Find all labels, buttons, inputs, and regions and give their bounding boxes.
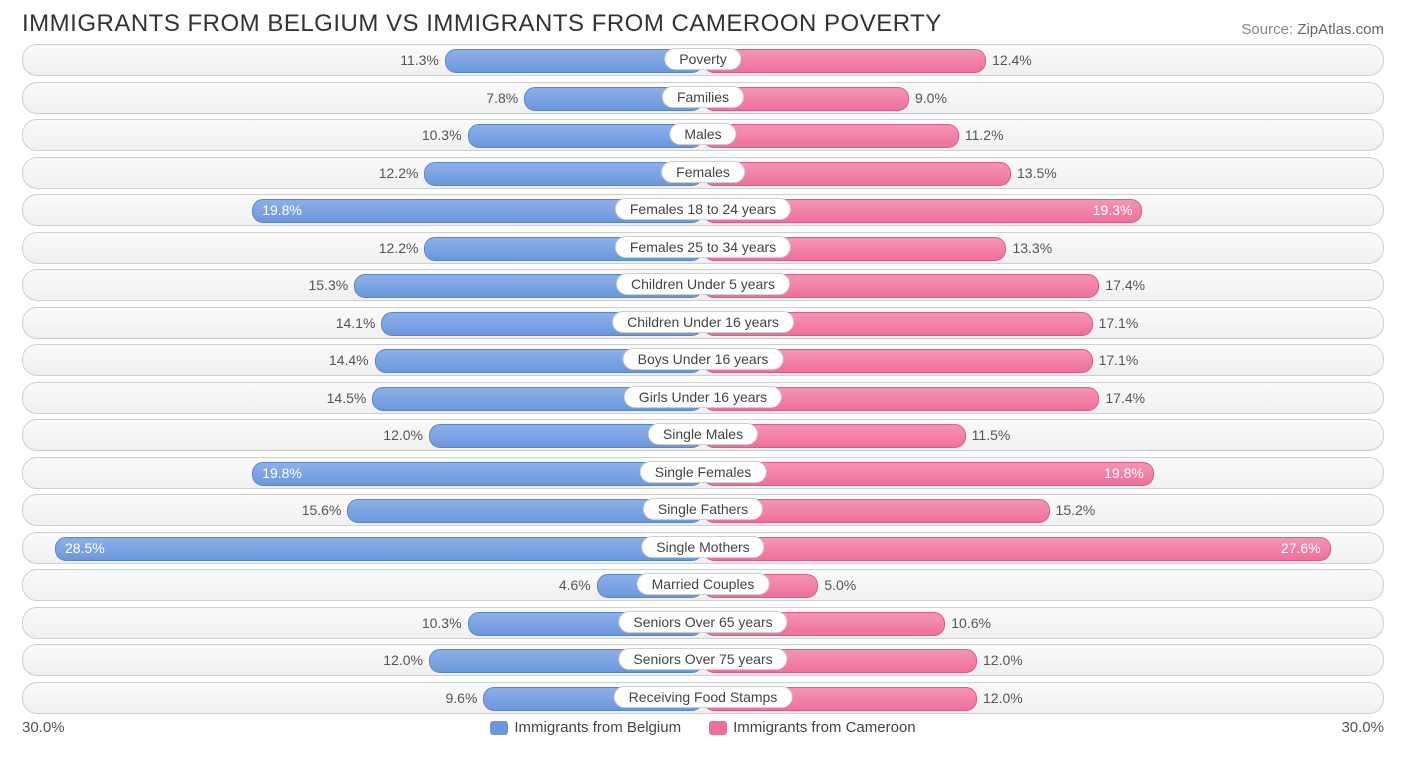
- category-label: Poverty: [664, 48, 741, 70]
- chart-row: 12.2% 13.3% Females 25 to 34 years: [22, 232, 1384, 264]
- chart-row: 19.8% 19.8% Single Females: [22, 457, 1384, 489]
- legend-item-cameroon: Immigrants from Cameroon: [709, 719, 916, 736]
- bar-right: [703, 49, 986, 73]
- diverging-bar-chart: 11.3% 12.4% Poverty 7.8% 9.0% Families 10.3% 11…: [22, 44, 1384, 714]
- category-label: Children Under 16 years: [612, 311, 794, 333]
- value-label-right: 15.2%: [1048, 495, 1096, 525]
- value-label-right: 17.1%: [1091, 308, 1139, 338]
- chart-title: IMMIGRANTS FROM BELGIUM VS IMMIGRANTS FR…: [22, 10, 942, 38]
- bar-right: [703, 124, 959, 148]
- category-label: Seniors Over 65 years: [618, 611, 787, 633]
- chart-row: 12.0% 11.5% Single Males: [22, 419, 1384, 451]
- value-label-left: 4.6%: [559, 570, 599, 600]
- value-label-left: 19.8%: [254, 195, 302, 225]
- chart-row: 14.5% 17.4% Girls Under 16 years: [22, 382, 1384, 414]
- chart-row: 10.3% 10.6% Seniors Over 65 years: [22, 607, 1384, 639]
- value-label-left: 15.6%: [302, 495, 350, 525]
- value-label-left: 9.6%: [445, 683, 485, 713]
- legend-item-belgium: Immigrants from Belgium: [490, 719, 681, 736]
- value-label-left: 10.3%: [422, 608, 470, 638]
- value-label-left: 7.8%: [486, 83, 526, 113]
- value-label-right: 17.1%: [1091, 345, 1139, 375]
- value-label-right: 12.0%: [975, 645, 1023, 675]
- category-label: Single Mothers: [641, 536, 764, 558]
- value-label-left: 12.2%: [379, 158, 427, 188]
- legend-swatch-belgium: [490, 721, 508, 735]
- chart-header: IMMIGRANTS FROM BELGIUM VS IMMIGRANTS FR…: [0, 0, 1406, 44]
- value-label-left: 10.3%: [422, 120, 470, 150]
- value-label-left: 11.3%: [400, 45, 447, 75]
- legend-swatch-cameroon: [709, 721, 727, 735]
- chart-row: 4.6% 5.0% Married Couples: [22, 569, 1384, 601]
- bar-left: [252, 462, 703, 486]
- legend-label-cameroon: Immigrants from Cameroon: [733, 719, 916, 736]
- category-label: Families: [662, 86, 744, 108]
- value-label-left: 28.5%: [57, 533, 105, 563]
- value-label-left: 14.5%: [327, 383, 375, 413]
- category-label: Single Males: [648, 423, 758, 445]
- chart-row: 12.2% 13.5% Females: [22, 157, 1384, 189]
- chart-row: 10.3% 11.2% Males: [22, 119, 1384, 151]
- chart-row: 15.6% 15.2% Single Fathers: [22, 494, 1384, 526]
- value-label-right: 11.5%: [964, 420, 1011, 450]
- category-label: Boys Under 16 years: [623, 348, 784, 370]
- legend: Immigrants from Belgium Immigrants from …: [490, 719, 915, 736]
- category-label: Females: [661, 161, 745, 183]
- bar-left: [55, 537, 703, 561]
- chart-source: Source: ZipAtlas.com: [1241, 21, 1384, 38]
- chart-row: 19.8% 19.3% Females 18 to 24 years: [22, 194, 1384, 226]
- value-label-right: 13.3%: [1004, 233, 1052, 263]
- chart-row: 12.0% 12.0% Seniors Over 75 years: [22, 644, 1384, 676]
- category-label: Receiving Food Stamps: [614, 686, 793, 708]
- value-label-right: 12.0%: [975, 683, 1023, 713]
- axis-max-left: 30.0%: [22, 719, 65, 736]
- category-label: Married Couples: [637, 573, 770, 595]
- value-label-right: 19.8%: [1104, 458, 1152, 488]
- category-label: Females 25 to 34 years: [615, 236, 791, 258]
- category-label: Single Fathers: [643, 498, 763, 520]
- chart-row: 7.8% 9.0% Families: [22, 82, 1384, 114]
- value-label-right: 10.6%: [943, 608, 991, 638]
- source-name: ZipAtlas.com: [1297, 21, 1384, 38]
- chart-row: 11.3% 12.4% Poverty: [22, 44, 1384, 76]
- value-label-right: 12.4%: [984, 45, 1032, 75]
- value-label-left: 12.0%: [383, 645, 431, 675]
- chart-row: 14.4% 17.1% Boys Under 16 years: [22, 344, 1384, 376]
- legend-label-belgium: Immigrants from Belgium: [514, 719, 681, 736]
- value-label-left: 14.1%: [336, 308, 384, 338]
- category-label: Single Females: [640, 461, 767, 483]
- bar-right: [703, 537, 1331, 561]
- category-label: Males: [669, 123, 736, 145]
- axis-max-right: 30.0%: [1341, 719, 1384, 736]
- category-label: Seniors Over 75 years: [618, 648, 787, 670]
- value-label-left: 12.2%: [379, 233, 427, 263]
- chart-row: 14.1% 17.1% Children Under 16 years: [22, 307, 1384, 339]
- value-label-left: 12.0%: [383, 420, 431, 450]
- value-label-left: 19.8%: [254, 458, 302, 488]
- value-label-right: 17.4%: [1097, 270, 1145, 300]
- chart-row: 15.3% 17.4% Children Under 5 years: [22, 269, 1384, 301]
- value-label-right: 17.4%: [1097, 383, 1145, 413]
- value-label-right: 5.0%: [816, 570, 856, 600]
- category-label: Children Under 5 years: [616, 273, 790, 295]
- bar-right: [703, 162, 1011, 186]
- bar-left: [468, 124, 703, 148]
- chart-row: 28.5% 27.6% Single Mothers: [22, 532, 1384, 564]
- category-label: Females 18 to 24 years: [615, 198, 791, 220]
- value-label-left: 14.4%: [329, 345, 377, 375]
- value-label-right: 11.2%: [957, 120, 1004, 150]
- bar-right: [703, 462, 1154, 486]
- category-label: Girls Under 16 years: [624, 386, 782, 408]
- value-label-left: 15.3%: [309, 270, 357, 300]
- value-label-right: 27.6%: [1281, 533, 1329, 563]
- value-label-right: 13.5%: [1009, 158, 1057, 188]
- value-label-right: 9.0%: [907, 83, 947, 113]
- chart-row: 9.6% 12.0% Receiving Food Stamps: [22, 682, 1384, 714]
- source-prefix: Source:: [1241, 21, 1297, 38]
- value-label-right: 19.3%: [1093, 195, 1141, 225]
- chart-footer: 30.0% Immigrants from Belgium Immigrants…: [22, 719, 1384, 736]
